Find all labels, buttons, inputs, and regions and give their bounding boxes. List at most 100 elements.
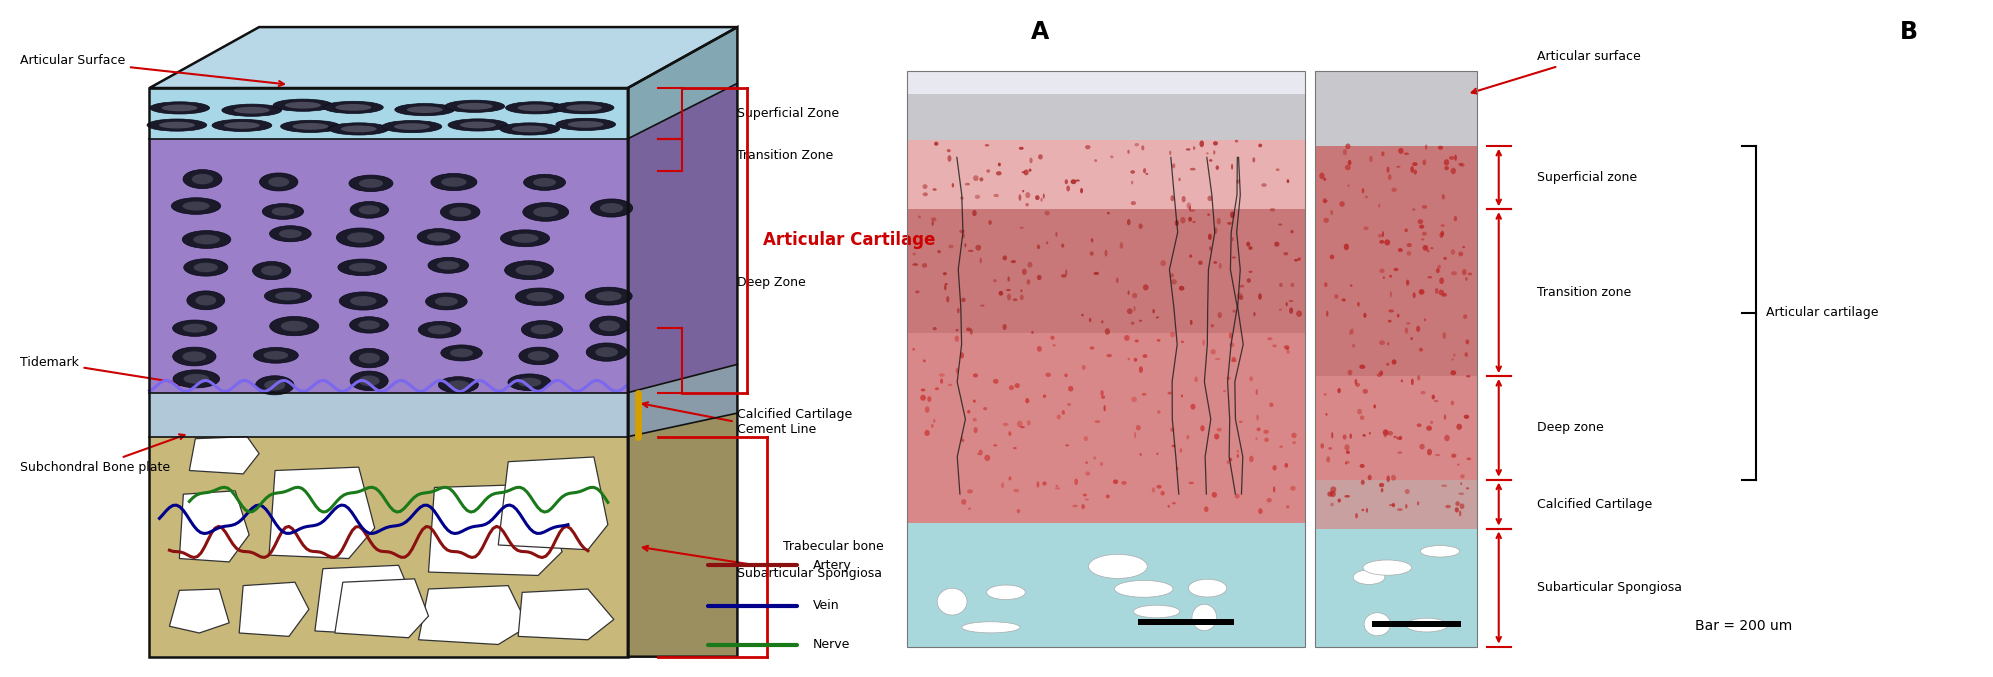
Ellipse shape bbox=[351, 371, 389, 391]
Ellipse shape bbox=[1180, 448, 1182, 453]
Ellipse shape bbox=[1349, 284, 1353, 287]
Ellipse shape bbox=[931, 424, 933, 428]
Ellipse shape bbox=[1359, 364, 1365, 369]
Ellipse shape bbox=[1090, 251, 1094, 256]
Ellipse shape bbox=[1226, 460, 1230, 464]
Ellipse shape bbox=[1285, 347, 1289, 350]
Ellipse shape bbox=[1331, 210, 1333, 215]
Ellipse shape bbox=[1377, 373, 1381, 377]
Ellipse shape bbox=[1272, 465, 1278, 471]
Ellipse shape bbox=[395, 123, 430, 130]
Polygon shape bbox=[628, 364, 737, 437]
Ellipse shape bbox=[1351, 344, 1355, 348]
Ellipse shape bbox=[1467, 375, 1471, 378]
Ellipse shape bbox=[1445, 435, 1449, 441]
Ellipse shape bbox=[1172, 502, 1176, 504]
Ellipse shape bbox=[233, 107, 269, 114]
Ellipse shape bbox=[1391, 475, 1395, 481]
Ellipse shape bbox=[1022, 171, 1026, 173]
Ellipse shape bbox=[1437, 265, 1441, 269]
Ellipse shape bbox=[1204, 506, 1208, 512]
Ellipse shape bbox=[1381, 152, 1385, 156]
Ellipse shape bbox=[971, 328, 973, 335]
Ellipse shape bbox=[1170, 427, 1174, 432]
Ellipse shape bbox=[1036, 346, 1042, 352]
Ellipse shape bbox=[1116, 278, 1118, 283]
Ellipse shape bbox=[1274, 486, 1276, 492]
Ellipse shape bbox=[1216, 358, 1220, 360]
Ellipse shape bbox=[1297, 257, 1301, 261]
Ellipse shape bbox=[987, 169, 991, 173]
Ellipse shape bbox=[981, 305, 985, 307]
Ellipse shape bbox=[1389, 291, 1391, 297]
Ellipse shape bbox=[193, 235, 219, 244]
Polygon shape bbox=[628, 27, 737, 139]
Ellipse shape bbox=[1030, 331, 1034, 334]
Ellipse shape bbox=[957, 368, 959, 374]
Ellipse shape bbox=[1012, 447, 1016, 450]
Ellipse shape bbox=[293, 123, 329, 130]
Ellipse shape bbox=[1323, 200, 1327, 202]
Ellipse shape bbox=[955, 336, 959, 342]
Ellipse shape bbox=[1128, 290, 1130, 295]
Ellipse shape bbox=[359, 376, 379, 386]
Ellipse shape bbox=[1214, 150, 1216, 154]
Ellipse shape bbox=[961, 352, 965, 359]
Ellipse shape bbox=[1102, 320, 1104, 324]
Ellipse shape bbox=[1232, 237, 1234, 242]
Ellipse shape bbox=[1224, 390, 1226, 392]
Ellipse shape bbox=[1210, 324, 1214, 328]
Ellipse shape bbox=[1283, 463, 1287, 468]
Ellipse shape bbox=[1387, 167, 1389, 173]
Ellipse shape bbox=[1094, 420, 1100, 423]
Ellipse shape bbox=[590, 316, 628, 336]
Ellipse shape bbox=[1240, 295, 1244, 300]
Ellipse shape bbox=[1124, 335, 1130, 341]
Ellipse shape bbox=[996, 171, 1002, 175]
Ellipse shape bbox=[1363, 226, 1369, 230]
Ellipse shape bbox=[1216, 218, 1222, 225]
Ellipse shape bbox=[1190, 320, 1192, 325]
Ellipse shape bbox=[1397, 166, 1401, 168]
Ellipse shape bbox=[566, 104, 602, 111]
Ellipse shape bbox=[275, 292, 301, 301]
Ellipse shape bbox=[1455, 507, 1459, 512]
Ellipse shape bbox=[1106, 212, 1110, 215]
Ellipse shape bbox=[265, 288, 311, 304]
Ellipse shape bbox=[173, 320, 217, 336]
Ellipse shape bbox=[1291, 441, 1295, 444]
Ellipse shape bbox=[1012, 489, 1018, 492]
Ellipse shape bbox=[460, 122, 496, 129]
Ellipse shape bbox=[1369, 156, 1373, 162]
Ellipse shape bbox=[1459, 510, 1461, 517]
Ellipse shape bbox=[1413, 162, 1417, 166]
Ellipse shape bbox=[1258, 508, 1264, 514]
Ellipse shape bbox=[263, 204, 303, 219]
Ellipse shape bbox=[263, 351, 289, 359]
Ellipse shape bbox=[1100, 395, 1106, 399]
Ellipse shape bbox=[1439, 232, 1443, 238]
Ellipse shape bbox=[1349, 330, 1351, 335]
Ellipse shape bbox=[1357, 409, 1361, 414]
Ellipse shape bbox=[1210, 159, 1212, 162]
Ellipse shape bbox=[1002, 422, 1008, 426]
Ellipse shape bbox=[269, 177, 289, 187]
Bar bbox=[907, 71, 1305, 140]
Ellipse shape bbox=[1287, 179, 1289, 183]
Ellipse shape bbox=[1120, 242, 1124, 248]
Ellipse shape bbox=[1451, 168, 1457, 174]
Ellipse shape bbox=[522, 321, 562, 338]
Ellipse shape bbox=[1256, 437, 1258, 440]
Ellipse shape bbox=[1363, 434, 1365, 437]
Ellipse shape bbox=[1405, 280, 1409, 286]
Ellipse shape bbox=[1230, 332, 1234, 339]
Ellipse shape bbox=[1194, 146, 1196, 150]
Ellipse shape bbox=[1323, 393, 1327, 395]
Ellipse shape bbox=[1008, 477, 1012, 481]
Ellipse shape bbox=[1086, 461, 1088, 464]
Ellipse shape bbox=[913, 253, 917, 255]
Ellipse shape bbox=[1216, 165, 1220, 170]
Ellipse shape bbox=[1341, 299, 1345, 301]
Ellipse shape bbox=[1050, 336, 1054, 340]
Ellipse shape bbox=[1280, 445, 1283, 447]
